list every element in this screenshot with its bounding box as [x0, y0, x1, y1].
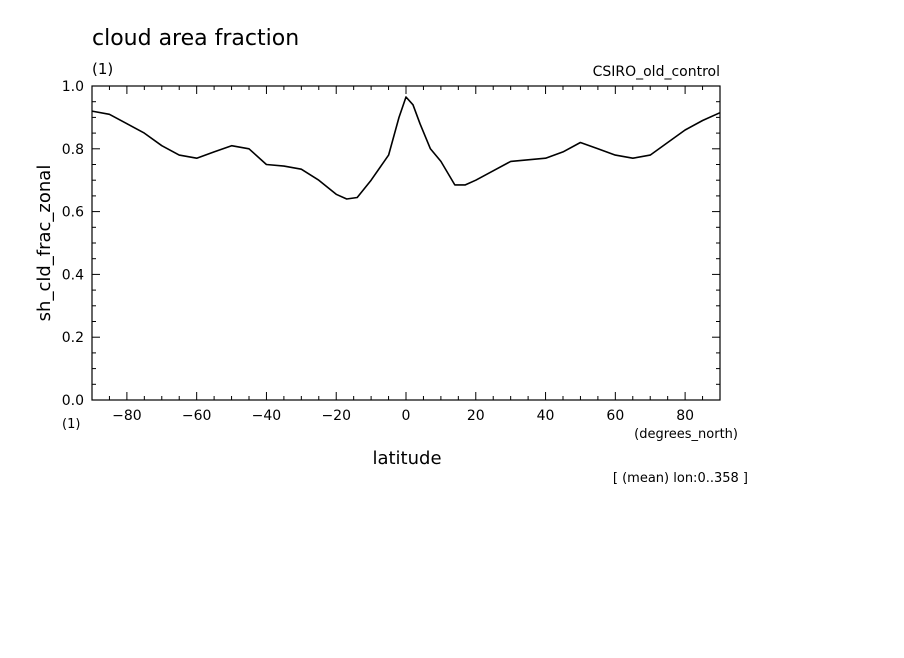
- x-tick-label: 0: [402, 408, 411, 424]
- x-tick-label: 40: [537, 408, 555, 424]
- x-tick-label: −20: [321, 408, 351, 424]
- chart-title: cloud area fraction: [92, 26, 299, 51]
- y-tick-label: 0.8: [62, 142, 84, 158]
- x-tick-label: 80: [676, 408, 694, 424]
- y-units-bottom: (1): [62, 417, 80, 432]
- plot-frame: [91, 85, 721, 401]
- x-tick-label: −60: [182, 408, 212, 424]
- axis-ticks: [92, 86, 720, 400]
- x-tick-label: −80: [112, 408, 142, 424]
- series-layer: [91, 96, 721, 200]
- x-tick-label: 20: [467, 408, 485, 424]
- axis-tick-labels: −80 −60 −40 −20 0 20 40 60 80 0.0 0.2 0.4 0.6 0.8 1.0: [62, 79, 694, 424]
- x-tick-label: −40: [252, 408, 282, 424]
- y-axis-label: sh_cld_frac_zonal: [34, 165, 55, 322]
- x-axis-label: latitude: [372, 448, 441, 469]
- y-tick-label: 0.2: [62, 330, 84, 346]
- y-tick-label: 0.4: [62, 267, 84, 283]
- footnote: [ (mean) lon:0..358 ]: [613, 471, 748, 486]
- y-tick-label: 0.6: [62, 205, 84, 221]
- x-units: (degrees_north): [634, 427, 738, 442]
- series-line: [91, 96, 721, 200]
- y-tick-label: 0.0: [62, 393, 84, 409]
- x-tick-label: 60: [606, 408, 624, 424]
- y-tick-label: 1.0: [62, 79, 84, 95]
- source-label: CSIRO_old_control: [593, 64, 720, 80]
- title-units: (1): [92, 60, 113, 78]
